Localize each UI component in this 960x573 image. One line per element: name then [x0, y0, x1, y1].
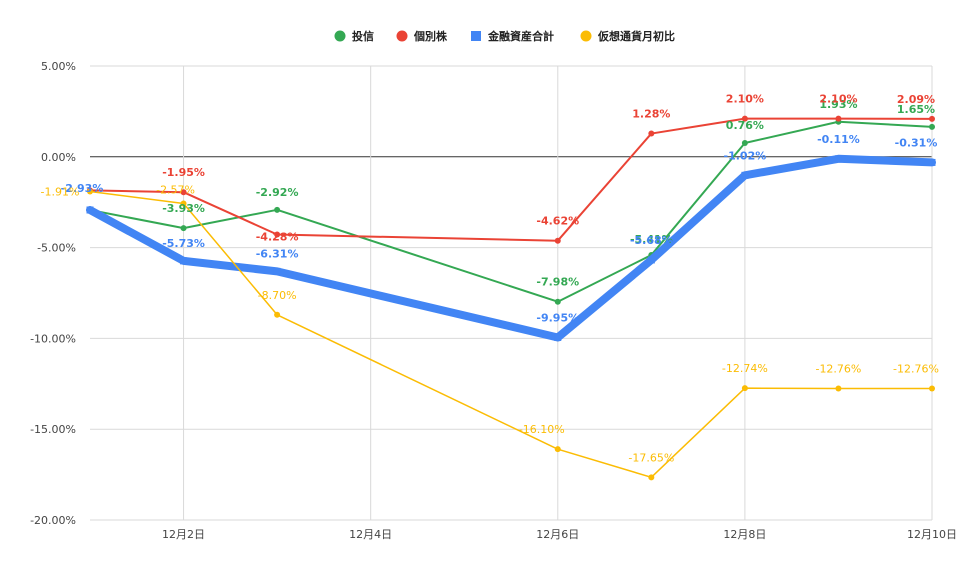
data-label: -2.93%: [61, 182, 104, 195]
legend-label: 個別株: [413, 29, 448, 43]
data-label: -4.62%: [536, 215, 579, 228]
data-point: [835, 115, 842, 122]
data-label: -12.76%: [893, 363, 939, 376]
y-tick-label: -10.00%: [30, 332, 76, 345]
legend-marker: [334, 30, 346, 42]
data-point: [554, 298, 561, 305]
legend-label: 投信: [352, 29, 374, 43]
data-label: -1.95%: [162, 166, 205, 179]
data-point: [741, 139, 748, 146]
data-label: -1.91%: [41, 185, 80, 198]
data-label: -16.10%: [519, 423, 565, 436]
data-point: [835, 385, 842, 392]
legend-marker: [580, 30, 592, 42]
data-label: 2.09%: [897, 93, 935, 106]
x-tick-label: 12月4日: [349, 528, 392, 541]
data-label: -7.98%: [536, 276, 579, 289]
data-point: [929, 385, 935, 392]
data-point: [274, 311, 281, 318]
data-point: [741, 385, 748, 392]
x-tick-label: 12月2日: [162, 528, 205, 541]
data-point: [180, 189, 187, 196]
data-point: [741, 115, 748, 122]
data-label: -1.02%: [724, 149, 767, 162]
data-label: 0.76%: [726, 119, 764, 132]
data-point: [834, 155, 842, 163]
x-tick-label: 12月6日: [536, 528, 579, 541]
data-point: [648, 130, 655, 137]
axis-layer: 5.00% 0.00% -5.00% -10.00% -15.00% -20.00% 12月…: [30, 60, 957, 541]
data-label: 1.65%: [897, 103, 935, 116]
data-label: -4.28%: [256, 231, 299, 244]
grid-layer: [90, 65, 933, 521]
data-label: -5.73%: [162, 237, 205, 250]
data-point: [554, 446, 561, 453]
data-point: [741, 171, 749, 179]
y-tick-label: 5.00%: [41, 60, 76, 73]
series-line-2: [86, 154, 936, 342]
data-label: -0.31%: [895, 136, 938, 149]
data-label: -5.41%: [630, 233, 673, 246]
legend: 投信 個別株 金融資産合計 仮想通貨月初比: [334, 29, 675, 43]
data-label: -3.93%: [162, 202, 205, 215]
data-label: -12.76%: [815, 363, 861, 376]
data-point: [273, 267, 281, 275]
x-tick-label: 12月10日: [907, 528, 957, 541]
series-layer: [86, 115, 936, 481]
data-point: [554, 237, 561, 244]
x-tick-label: 12月8日: [723, 528, 766, 541]
data-point: [929, 123, 935, 130]
data-label: 2.10%: [819, 93, 857, 106]
series-line-1: [89, 117, 933, 242]
legend-marker: [396, 30, 408, 42]
data-point: [180, 225, 187, 232]
data-point: [648, 474, 655, 481]
y-tick-label: -15.00%: [30, 423, 76, 436]
data-label: -2.92%: [256, 186, 299, 199]
data-point: [928, 158, 936, 166]
legend-marker: [471, 31, 481, 41]
data-label: -0.11%: [817, 133, 860, 146]
data-label: 1.28%: [632, 108, 670, 121]
data-label: -2.57%: [156, 183, 195, 196]
data-point: [647, 256, 655, 264]
data-label: 2.10%: [726, 93, 764, 106]
y-tick-label: -20.00%: [30, 514, 76, 527]
data-label: -8.70%: [258, 289, 297, 302]
data-point: [274, 206, 281, 213]
data-label: -5.68%: [630, 234, 673, 247]
data-point: [554, 333, 562, 341]
data-point: [86, 206, 94, 214]
data-label: 1.93%: [819, 98, 857, 111]
data-point: [929, 115, 935, 122]
legend-label: 仮想通貨月初比: [597, 29, 675, 43]
legend-label: 金融資産合計: [487, 29, 554, 43]
label-layer: -3.93% -2.92% -7.98% -5.41% 0.76% 1.93% 1.65% -…: [41, 93, 939, 465]
y-tick-label: 0.00%: [41, 151, 76, 164]
data-label: -12.74%: [722, 362, 768, 375]
data-point: [87, 188, 93, 195]
data-label: -6.31%: [256, 247, 299, 260]
series-line-3: [89, 190, 933, 479]
data-label: -17.65%: [628, 451, 674, 464]
data-point: [274, 231, 281, 238]
series-line-0: [89, 120, 933, 303]
data-point: [180, 257, 188, 265]
data-point: [180, 200, 187, 207]
data-label: -9.95%: [536, 311, 579, 324]
y-tick-label: -5.00%: [37, 242, 76, 255]
